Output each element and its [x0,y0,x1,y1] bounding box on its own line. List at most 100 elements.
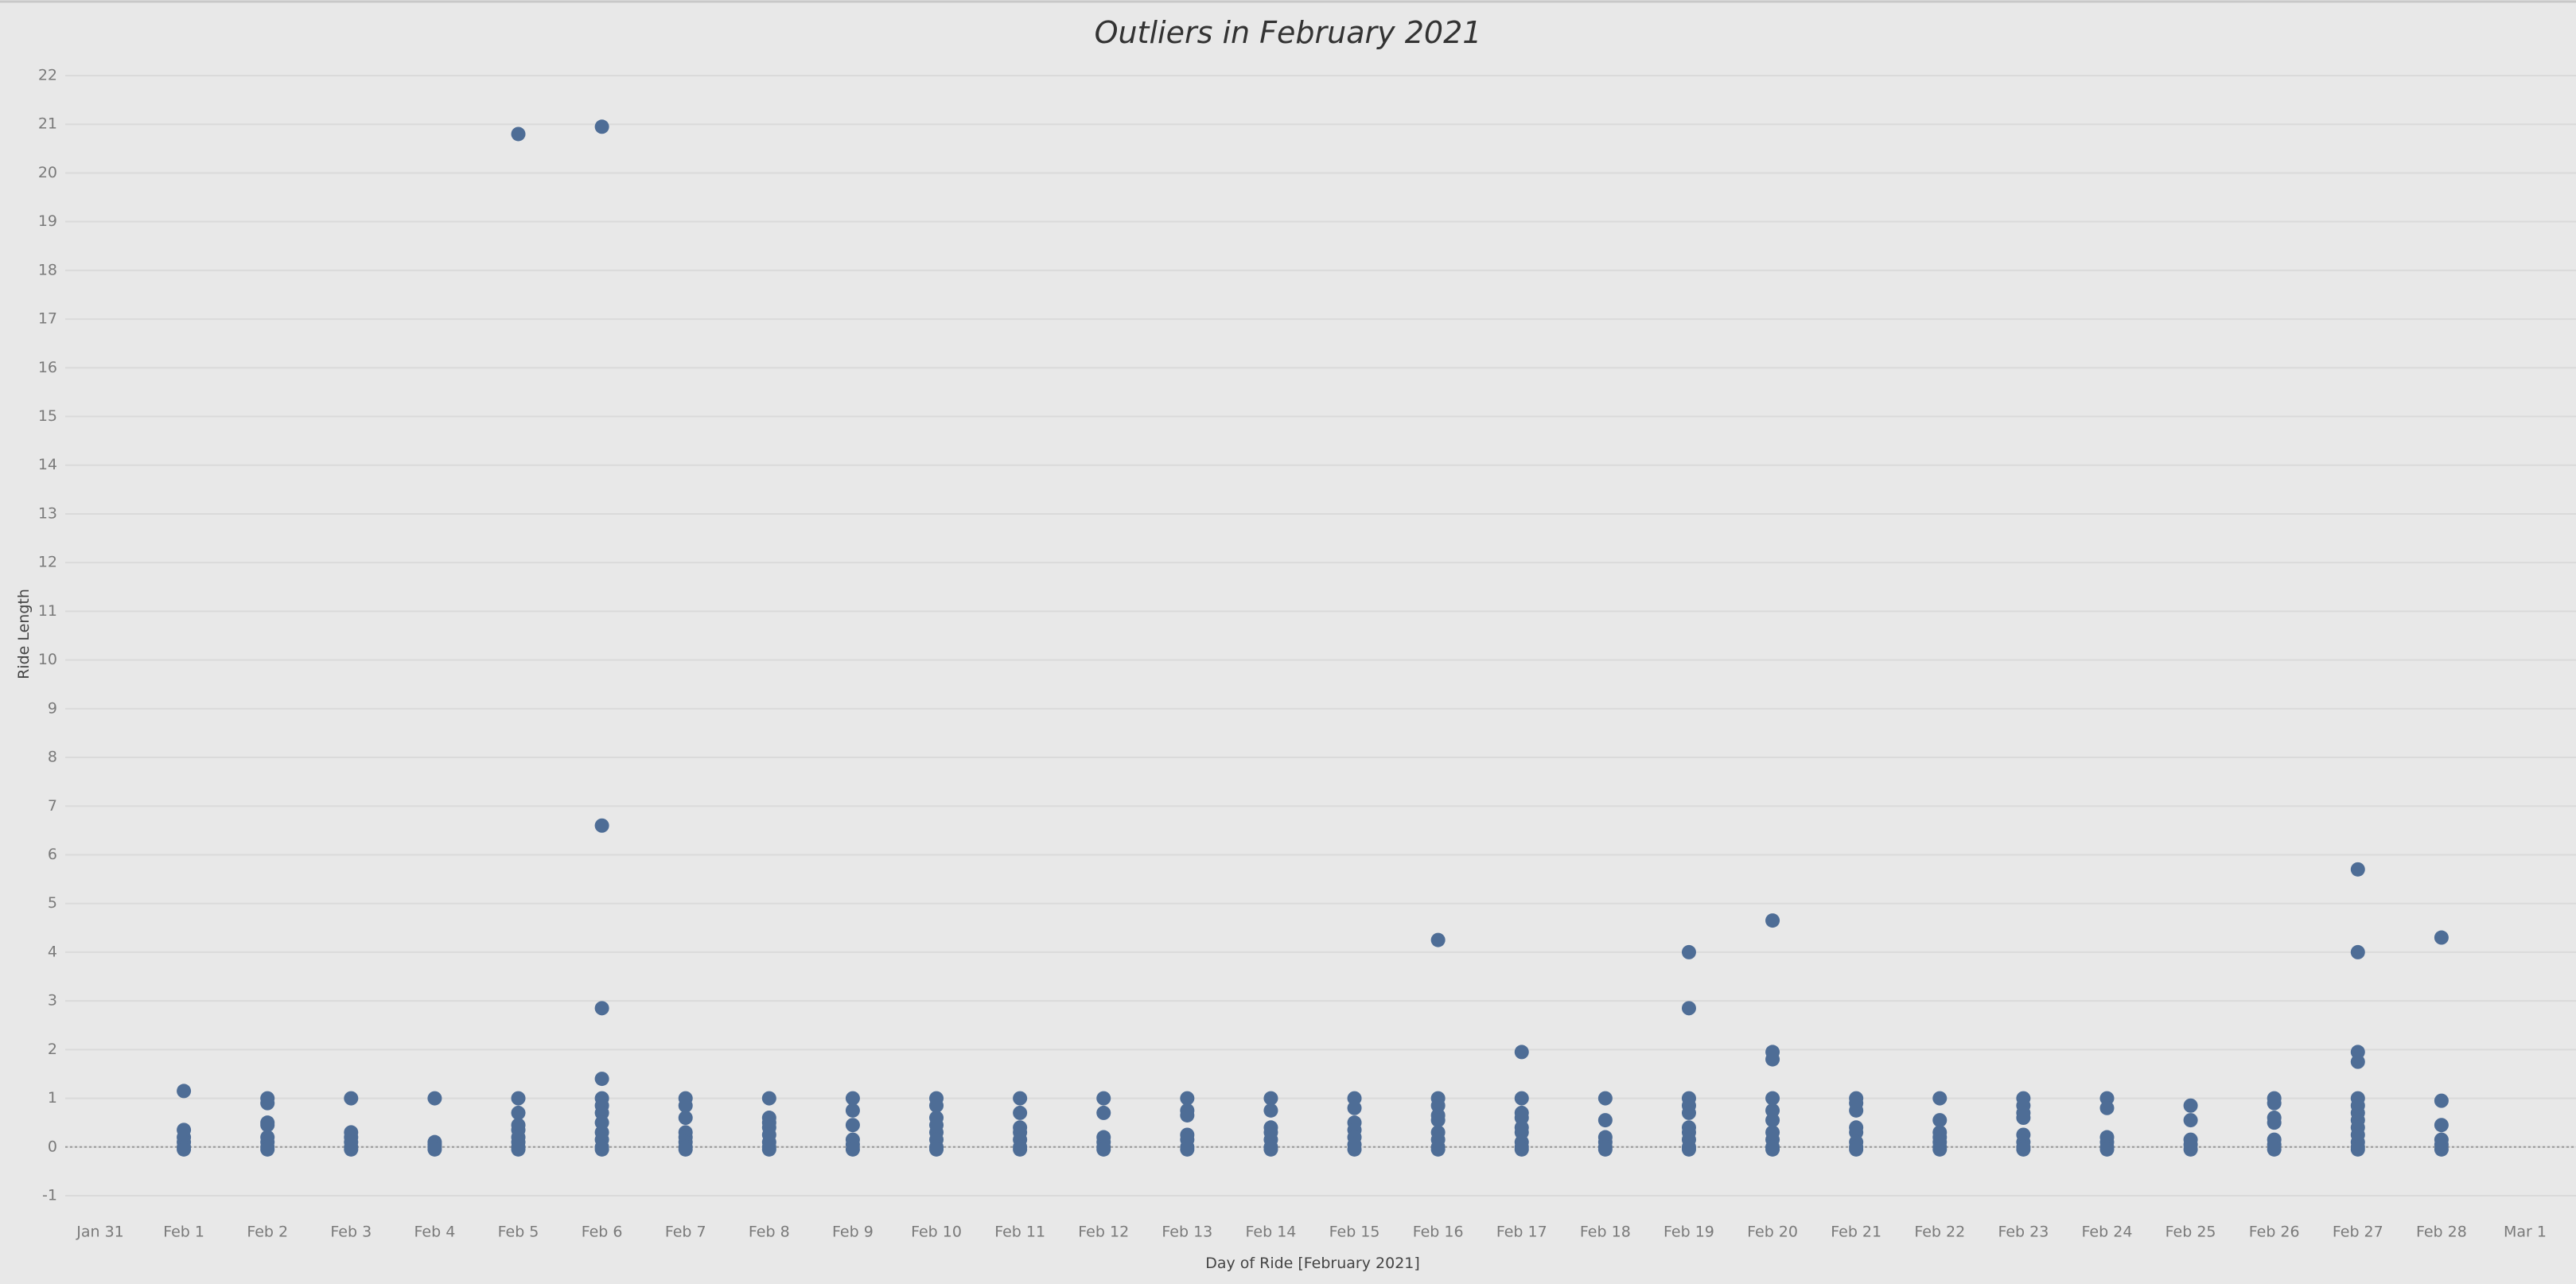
x-tick-label: Feb 3 [330,1224,372,1241]
point [1430,1142,1446,1157]
x-axis-title: Day of Ride [February 2021] [1205,1255,1420,1272]
y-tick-label: 10 [38,651,57,668]
point [1765,1142,1780,1157]
point [1765,1091,1780,1106]
point [1681,1001,1696,1016]
point [1013,1105,1028,1120]
x-tick-label: Feb 13 [1162,1224,1212,1241]
point [344,1091,359,1106]
point [511,1105,526,1120]
x-tick-label: Feb 22 [1914,1224,1965,1241]
point [2183,1098,2198,1113]
point [594,1001,609,1016]
point [2434,930,2449,945]
x-tick-label: Feb 8 [749,1224,790,1241]
point [594,818,609,833]
y-tick-label: 21 [38,115,57,133]
point [2350,1054,2365,1069]
point [1681,1105,1696,1120]
point [1096,1142,1111,1157]
point [1514,1045,1529,1060]
y-tick-label: 2 [48,1041,57,1058]
point [1514,1142,1529,1157]
x-tick-label: Feb 11 [994,1224,1045,1241]
point [2183,1142,2198,1157]
point [1765,1113,1780,1128]
y-tick-label: 17 [38,310,57,328]
point [1932,1142,1948,1157]
x-tick-label: Feb 2 [247,1224,288,1241]
point [1347,1142,1362,1157]
y-tick-label: 20 [38,164,57,181]
point [427,1091,442,1106]
point [2350,944,2365,959]
point [1180,1142,1195,1157]
x-tick-label: Feb 5 [498,1224,539,1241]
point [1514,1091,1529,1106]
point [260,1142,275,1157]
x-tick-label: Feb 25 [2165,1224,2216,1241]
point [2016,1142,2031,1157]
x-tick-label: Feb 16 [1413,1224,1464,1241]
point [1932,1113,1948,1128]
point [511,1142,526,1157]
point [1263,1103,1278,1118]
y-tick-label: 7 [48,797,57,815]
y-tick-label: 12 [38,554,57,571]
point [2434,1118,2449,1133]
y-tick-label: 4 [48,943,57,960]
point [594,1142,609,1157]
x-tick-label: Feb 27 [2333,1224,2383,1241]
x-tick-label: Feb 23 [1998,1224,2049,1241]
point [845,1103,860,1118]
y-tick-label: -1 [42,1187,57,1204]
point [2350,1142,2365,1157]
y-tick-label: 22 [38,67,57,84]
y-tick-label: 16 [38,359,57,376]
y-tick-label: 15 [38,407,57,425]
y-tick-label: 1 [48,1089,57,1107]
point [427,1142,442,1157]
y-tick-label: 14 [38,456,57,473]
x-tick-label: Feb 28 [2416,1224,2467,1241]
x-tick-label: Feb 12 [1078,1224,1129,1241]
point [929,1098,944,1113]
point [1180,1107,1195,1123]
y-tick-label: 19 [38,212,57,230]
point [845,1142,860,1157]
point [260,1118,275,1133]
x-tick-label: Feb 20 [1747,1224,1798,1241]
x-tick-label: Feb 6 [582,1224,623,1241]
x-tick-label: Feb 4 [414,1224,456,1241]
point [845,1118,860,1133]
y-tick-label: 13 [38,504,57,522]
x-tick-label: Jan 31 [76,1224,124,1241]
point [1849,1142,1864,1157]
point [260,1095,275,1111]
point [1347,1100,1362,1115]
point [678,1111,693,1126]
point [1932,1091,1948,1106]
y-tick-label: 3 [48,992,57,1010]
point [761,1091,776,1106]
point [1765,1052,1780,1067]
point [1765,913,1780,928]
point [845,1091,860,1106]
point [2099,1100,2115,1115]
point [2434,1093,2449,1108]
point [511,126,526,142]
point [2016,1111,2031,1126]
point [344,1142,359,1157]
y-tick-label: 11 [38,602,57,620]
point [1096,1091,1111,1106]
point [761,1142,776,1157]
point [2183,1113,2198,1128]
point [177,1084,192,1099]
y-tick-label: 9 [48,699,57,717]
point [1681,1142,1696,1157]
point [2267,1115,2282,1130]
x-tick-label: Feb 7 [665,1224,706,1241]
point [1096,1105,1111,1120]
